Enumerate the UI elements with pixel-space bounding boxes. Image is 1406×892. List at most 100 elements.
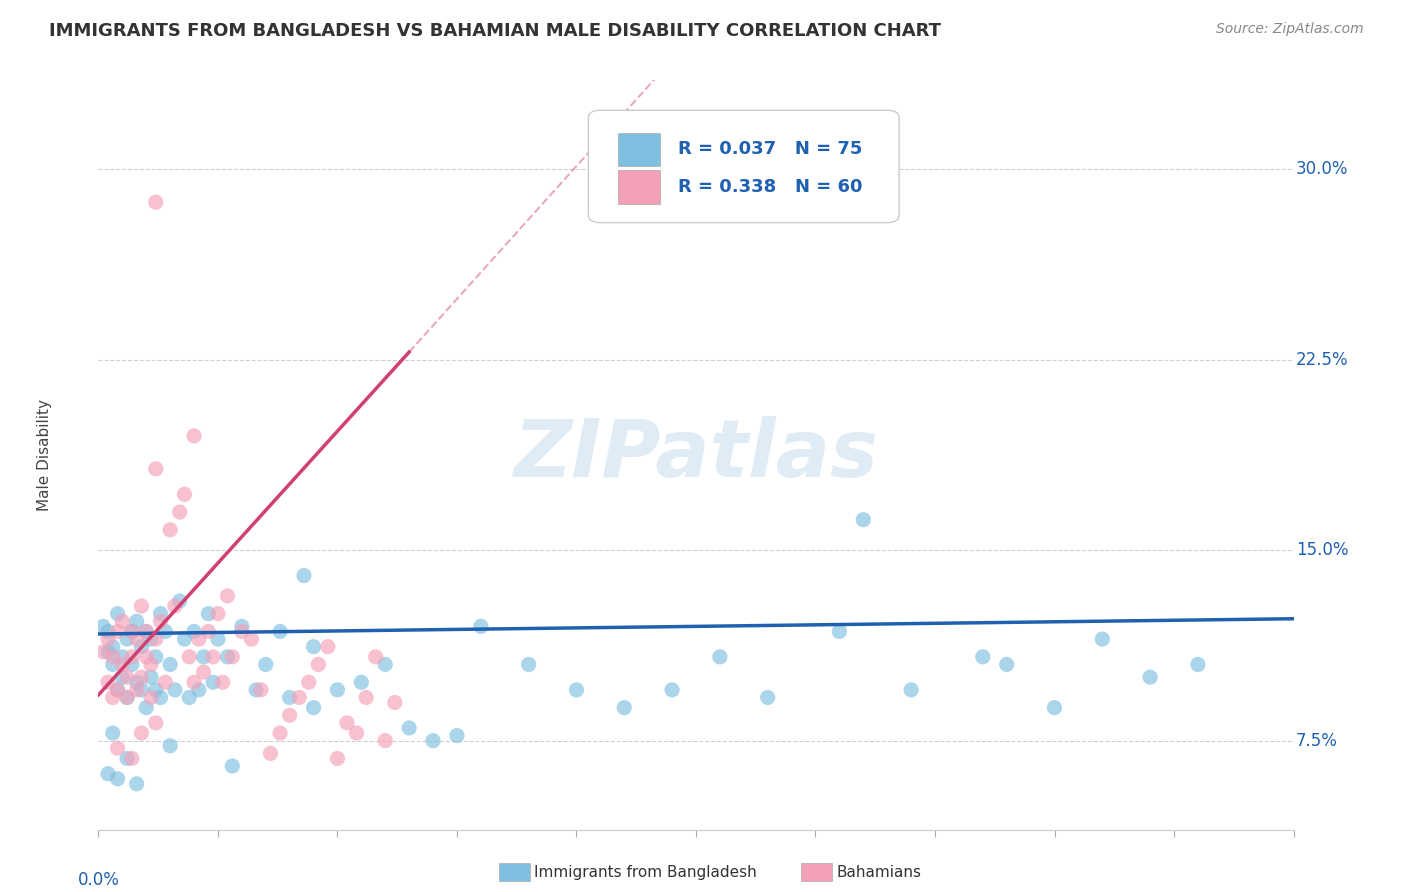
Point [217,649,239,664]
Point [364,649,387,664]
Text: Male Disability: Male Disability [37,399,52,511]
Point [115,751,138,765]
Point [131,682,153,697]
Point [125,777,148,791]
Point [354,690,377,705]
Point [422,733,444,747]
Point [292,568,315,582]
Point [217,589,239,603]
Point [183,624,205,639]
Point [187,682,209,697]
Point [346,726,368,740]
FancyBboxPatch shape [589,111,900,223]
Point [374,657,396,672]
Point [107,682,129,697]
Point [111,657,134,672]
Point [173,632,195,646]
Point [145,462,167,476]
Point [107,624,129,639]
Point [661,682,683,697]
Point [159,739,181,753]
Point [101,657,124,672]
Point [131,599,153,613]
Point [900,682,922,697]
Point [125,615,148,629]
Point [163,599,186,613]
Point [278,708,301,723]
Text: ZIPatlas: ZIPatlas [513,416,879,494]
Point [187,632,209,646]
Point [125,682,148,697]
Point [121,649,143,664]
Text: R = 0.037   N = 75: R = 0.037 N = 75 [678,140,862,158]
Point [183,429,205,443]
Text: R = 0.338   N = 60: R = 0.338 N = 60 [678,178,862,195]
Point [115,690,138,705]
Point [179,649,201,664]
Point [202,675,225,690]
Point [155,675,177,690]
Point [326,751,349,765]
Point [115,670,138,684]
Point [131,726,153,740]
Point [139,690,162,705]
Point [149,615,172,629]
Point [101,726,124,740]
Point [101,690,124,705]
Point [259,747,281,761]
Point [101,649,124,664]
Point [101,640,124,654]
Point [852,513,875,527]
Point [193,649,215,664]
Point [97,675,120,690]
Point [336,715,359,730]
Point [307,657,329,672]
Point [197,607,219,621]
Point [139,657,162,672]
Point [302,700,325,714]
Point [107,772,129,786]
Point [517,657,540,672]
Point [565,682,588,697]
Point [97,632,120,646]
Point [159,657,181,672]
Point [173,487,195,501]
Point [169,594,191,608]
Point [298,675,321,690]
Bar [619,133,661,167]
Point [163,682,186,697]
Point [111,615,134,629]
Text: 7.5%: 7.5% [1296,731,1337,749]
Point [254,657,277,672]
Point [972,649,994,664]
Point [145,632,167,646]
Point [145,649,167,664]
Point [756,690,779,705]
Point [115,632,138,646]
Point [446,729,468,743]
Bar [619,170,661,204]
Point [828,624,851,639]
Text: 0.0%: 0.0% [77,871,120,888]
Point [288,690,311,705]
Point [97,624,120,639]
Point [97,645,120,659]
Point [179,690,201,705]
Point [135,624,157,639]
Point [169,505,191,519]
Point [121,624,143,639]
Point [131,670,153,684]
Point [316,640,339,654]
Point [121,624,143,639]
Point [107,682,129,697]
Point [111,649,134,664]
Point [278,690,301,705]
Point [231,619,253,633]
Point [269,624,291,639]
Point [107,741,129,756]
Point [145,195,167,210]
Point [97,766,120,780]
Point [1043,700,1066,714]
Point [470,619,492,633]
Point [145,715,167,730]
